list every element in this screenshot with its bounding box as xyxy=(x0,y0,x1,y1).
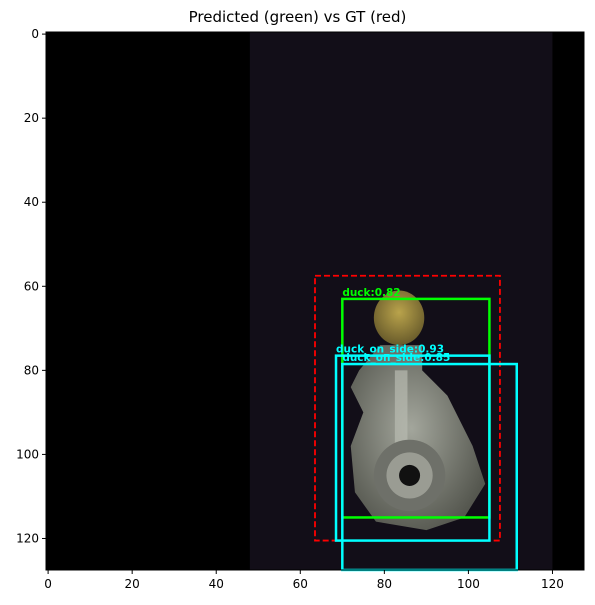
duck-object xyxy=(373,290,425,346)
plot-title: Predicted (green) vs GT (red) xyxy=(188,8,407,26)
pred-box xyxy=(334,354,491,542)
y-tick-label: 120 xyxy=(16,531,39,545)
x-tick-label: 40 xyxy=(209,577,224,591)
box-label: duck:0.82 xyxy=(342,287,400,299)
y-tick-label: 100 xyxy=(16,447,39,461)
x-tick-label: 120 xyxy=(541,577,564,591)
letterbox-right xyxy=(552,32,584,570)
box-label: duck_on_side:0.85 xyxy=(342,352,450,364)
axes-frame xyxy=(45,31,585,571)
x-tick-label: 0 xyxy=(44,577,52,591)
x-tick-label: 80 xyxy=(377,577,392,591)
y-tick-label: 80 xyxy=(24,363,39,377)
x-tick-label: 60 xyxy=(293,577,308,591)
part-hole xyxy=(399,464,421,486)
y-tick-label: 60 xyxy=(24,279,39,293)
box-label: duck_on_side:0.93 xyxy=(336,344,444,356)
y-tick-label: 20 xyxy=(24,111,39,125)
y-tick-label: 0 xyxy=(31,27,39,41)
y-tick-label: 40 xyxy=(24,195,39,209)
axis-ticks: 0 20 40 60 80 100 120 0 20 40 60 80 100 120 xyxy=(16,27,564,591)
x-tick-label: 100 xyxy=(457,577,480,591)
x-tick-label: 20 xyxy=(125,577,140,591)
